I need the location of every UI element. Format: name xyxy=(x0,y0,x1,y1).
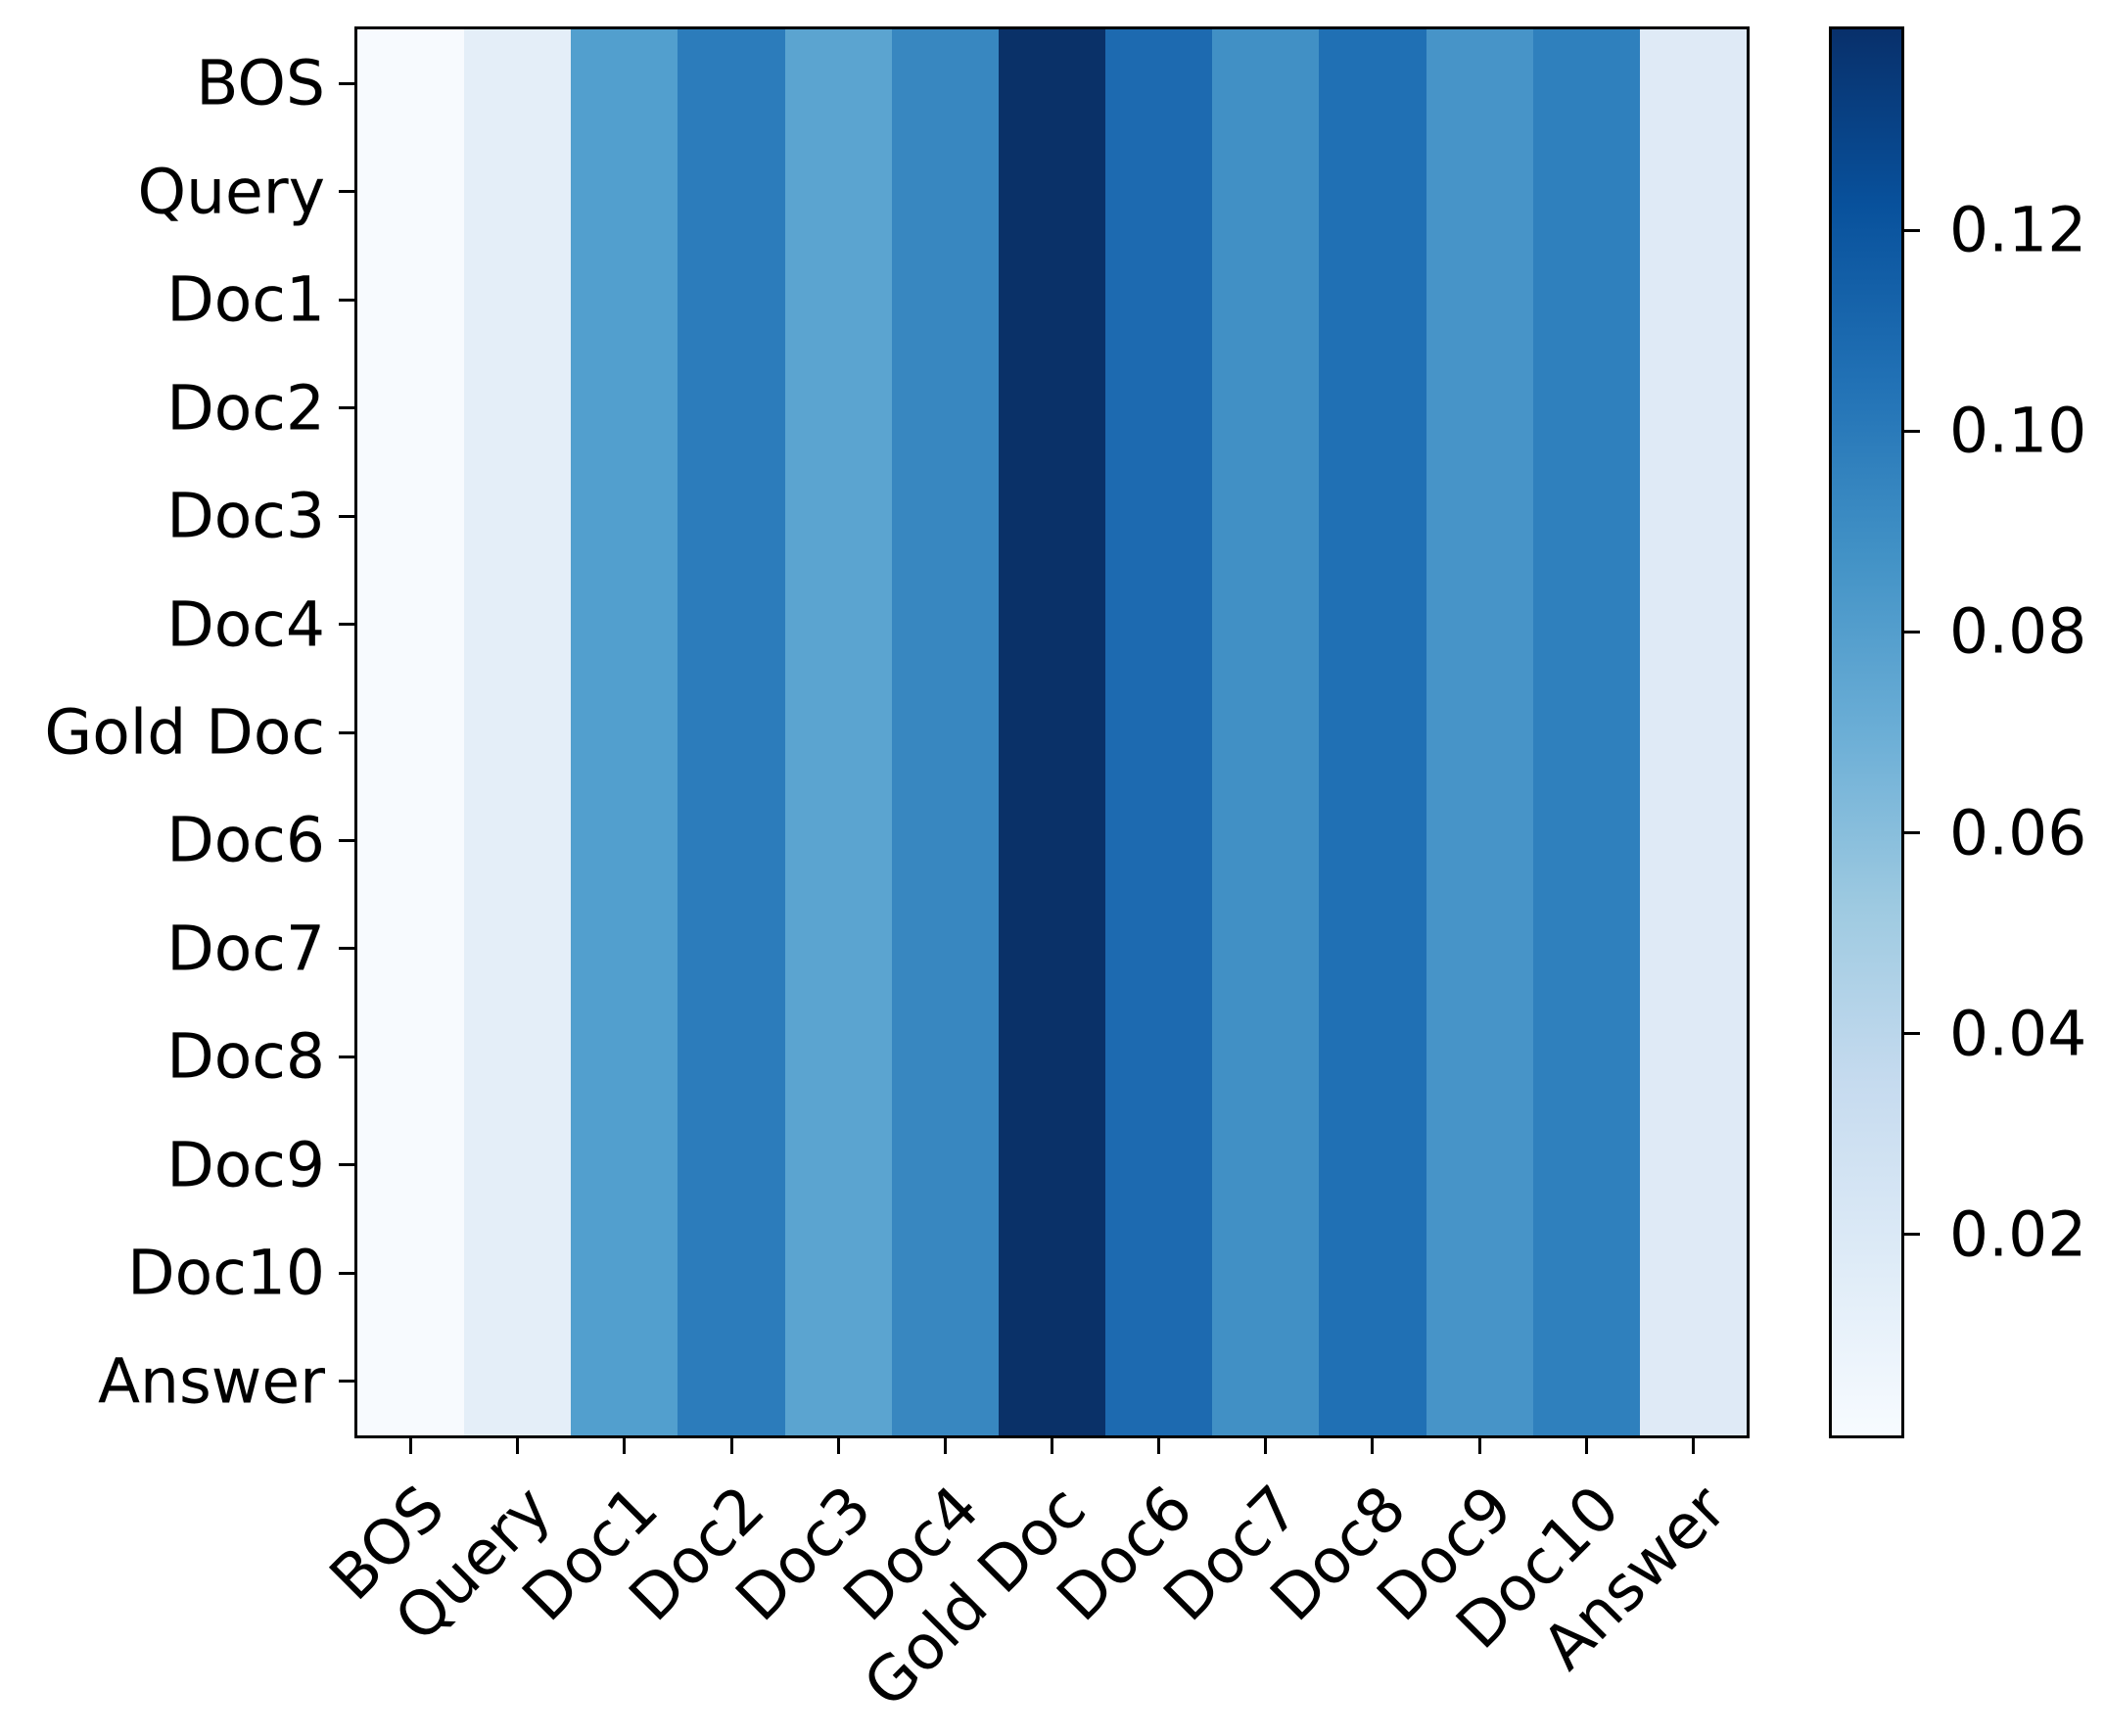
x-tick-bos xyxy=(409,1438,413,1454)
y-tick-doc3 xyxy=(339,514,354,518)
colorbar xyxy=(1829,26,1904,1438)
y-tick-doc2 xyxy=(339,406,354,410)
y-axis-label-doc9: Doc9 xyxy=(166,1129,325,1201)
colorbar-tick xyxy=(1904,831,1920,835)
x-tick-gold-doc xyxy=(1051,1438,1053,1454)
y-tick-doc6 xyxy=(339,838,354,842)
y-axis-label-doc4: Doc4 xyxy=(166,588,325,661)
colorbar-tick-label-0.04: 0.04 xyxy=(1949,998,2087,1070)
heatmap-plot-area xyxy=(354,26,1750,1438)
heatmap-column-doc10 xyxy=(1532,29,1640,1435)
heatmap-column-doc2 xyxy=(678,29,785,1435)
y-axis-label-gold-doc: Gold Doc xyxy=(44,696,325,769)
heatmap-column-gold-doc xyxy=(998,29,1106,1435)
colorbar-tick xyxy=(1904,429,1920,433)
colorbar-tick-label-0.10: 0.10 xyxy=(1949,395,2087,467)
y-axis-label-bos: BOS xyxy=(196,47,325,119)
y-tick-doc7 xyxy=(339,947,354,951)
y-tick-doc4 xyxy=(339,623,354,627)
heatmap-column-query xyxy=(464,29,572,1435)
y-axis-label-query: Query xyxy=(137,156,325,228)
y-tick-bos xyxy=(339,81,354,85)
heatmap-column-answer xyxy=(1639,29,1748,1435)
x-tick-answer xyxy=(1691,1438,1695,1454)
y-tick-doc8 xyxy=(339,1055,354,1058)
heatmap-column-doc7 xyxy=(1212,29,1320,1435)
y-tick-doc1 xyxy=(339,298,354,302)
y-axis-label-answer: Answer xyxy=(97,1345,325,1418)
y-axis-label-doc2: Doc2 xyxy=(166,372,325,445)
heatmap-column-doc9 xyxy=(1426,29,1533,1435)
y-axis-label-doc1: Doc1 xyxy=(166,263,325,336)
y-axis-label-doc7: Doc7 xyxy=(166,913,325,985)
x-tick-doc6 xyxy=(1157,1438,1161,1454)
heatmap-column-doc3 xyxy=(784,29,892,1435)
colorbar-tick-label-0.06: 0.06 xyxy=(1949,797,2087,869)
heatmap-column-doc4 xyxy=(891,29,999,1435)
y-tick-gold-doc xyxy=(339,730,354,734)
colorbar-tick-label-0.08: 0.08 xyxy=(1949,595,2087,668)
x-tick-doc8 xyxy=(1371,1438,1375,1454)
colorbar-tick-label-0.02: 0.02 xyxy=(1949,1198,2087,1271)
x-tick-doc2 xyxy=(729,1438,733,1454)
x-tick-doc4 xyxy=(943,1438,947,1454)
x-tick-doc10 xyxy=(1584,1438,1588,1454)
y-axis-label-doc10: Doc10 xyxy=(127,1237,325,1309)
y-tick-answer xyxy=(339,1380,354,1384)
x-tick-query xyxy=(516,1438,520,1454)
heatmap-column-doc6 xyxy=(1105,29,1213,1435)
y-tick-query xyxy=(339,190,354,194)
y-axis-label-doc8: Doc8 xyxy=(166,1020,325,1093)
colorbar-tick xyxy=(1904,228,1920,232)
y-tick-doc9 xyxy=(339,1163,354,1167)
y-axis-label-doc3: Doc3 xyxy=(166,480,325,552)
colorbar-tick xyxy=(1904,1233,1920,1237)
x-tick-doc3 xyxy=(836,1438,840,1454)
x-tick-doc9 xyxy=(1477,1438,1481,1454)
colorbar-tick-label-0.12: 0.12 xyxy=(1949,194,2087,266)
heatmap-column-bos xyxy=(357,29,465,1435)
heatmap-column-doc8 xyxy=(1319,29,1426,1435)
y-axis-label-doc6: Doc6 xyxy=(166,804,325,876)
colorbar-tick xyxy=(1904,630,1920,633)
x-tick-doc1 xyxy=(623,1438,627,1454)
colorbar-tick xyxy=(1904,1032,1920,1036)
heatmap-column-doc1 xyxy=(571,29,678,1435)
y-tick-doc10 xyxy=(339,1271,354,1275)
x-tick-doc7 xyxy=(1264,1438,1268,1454)
